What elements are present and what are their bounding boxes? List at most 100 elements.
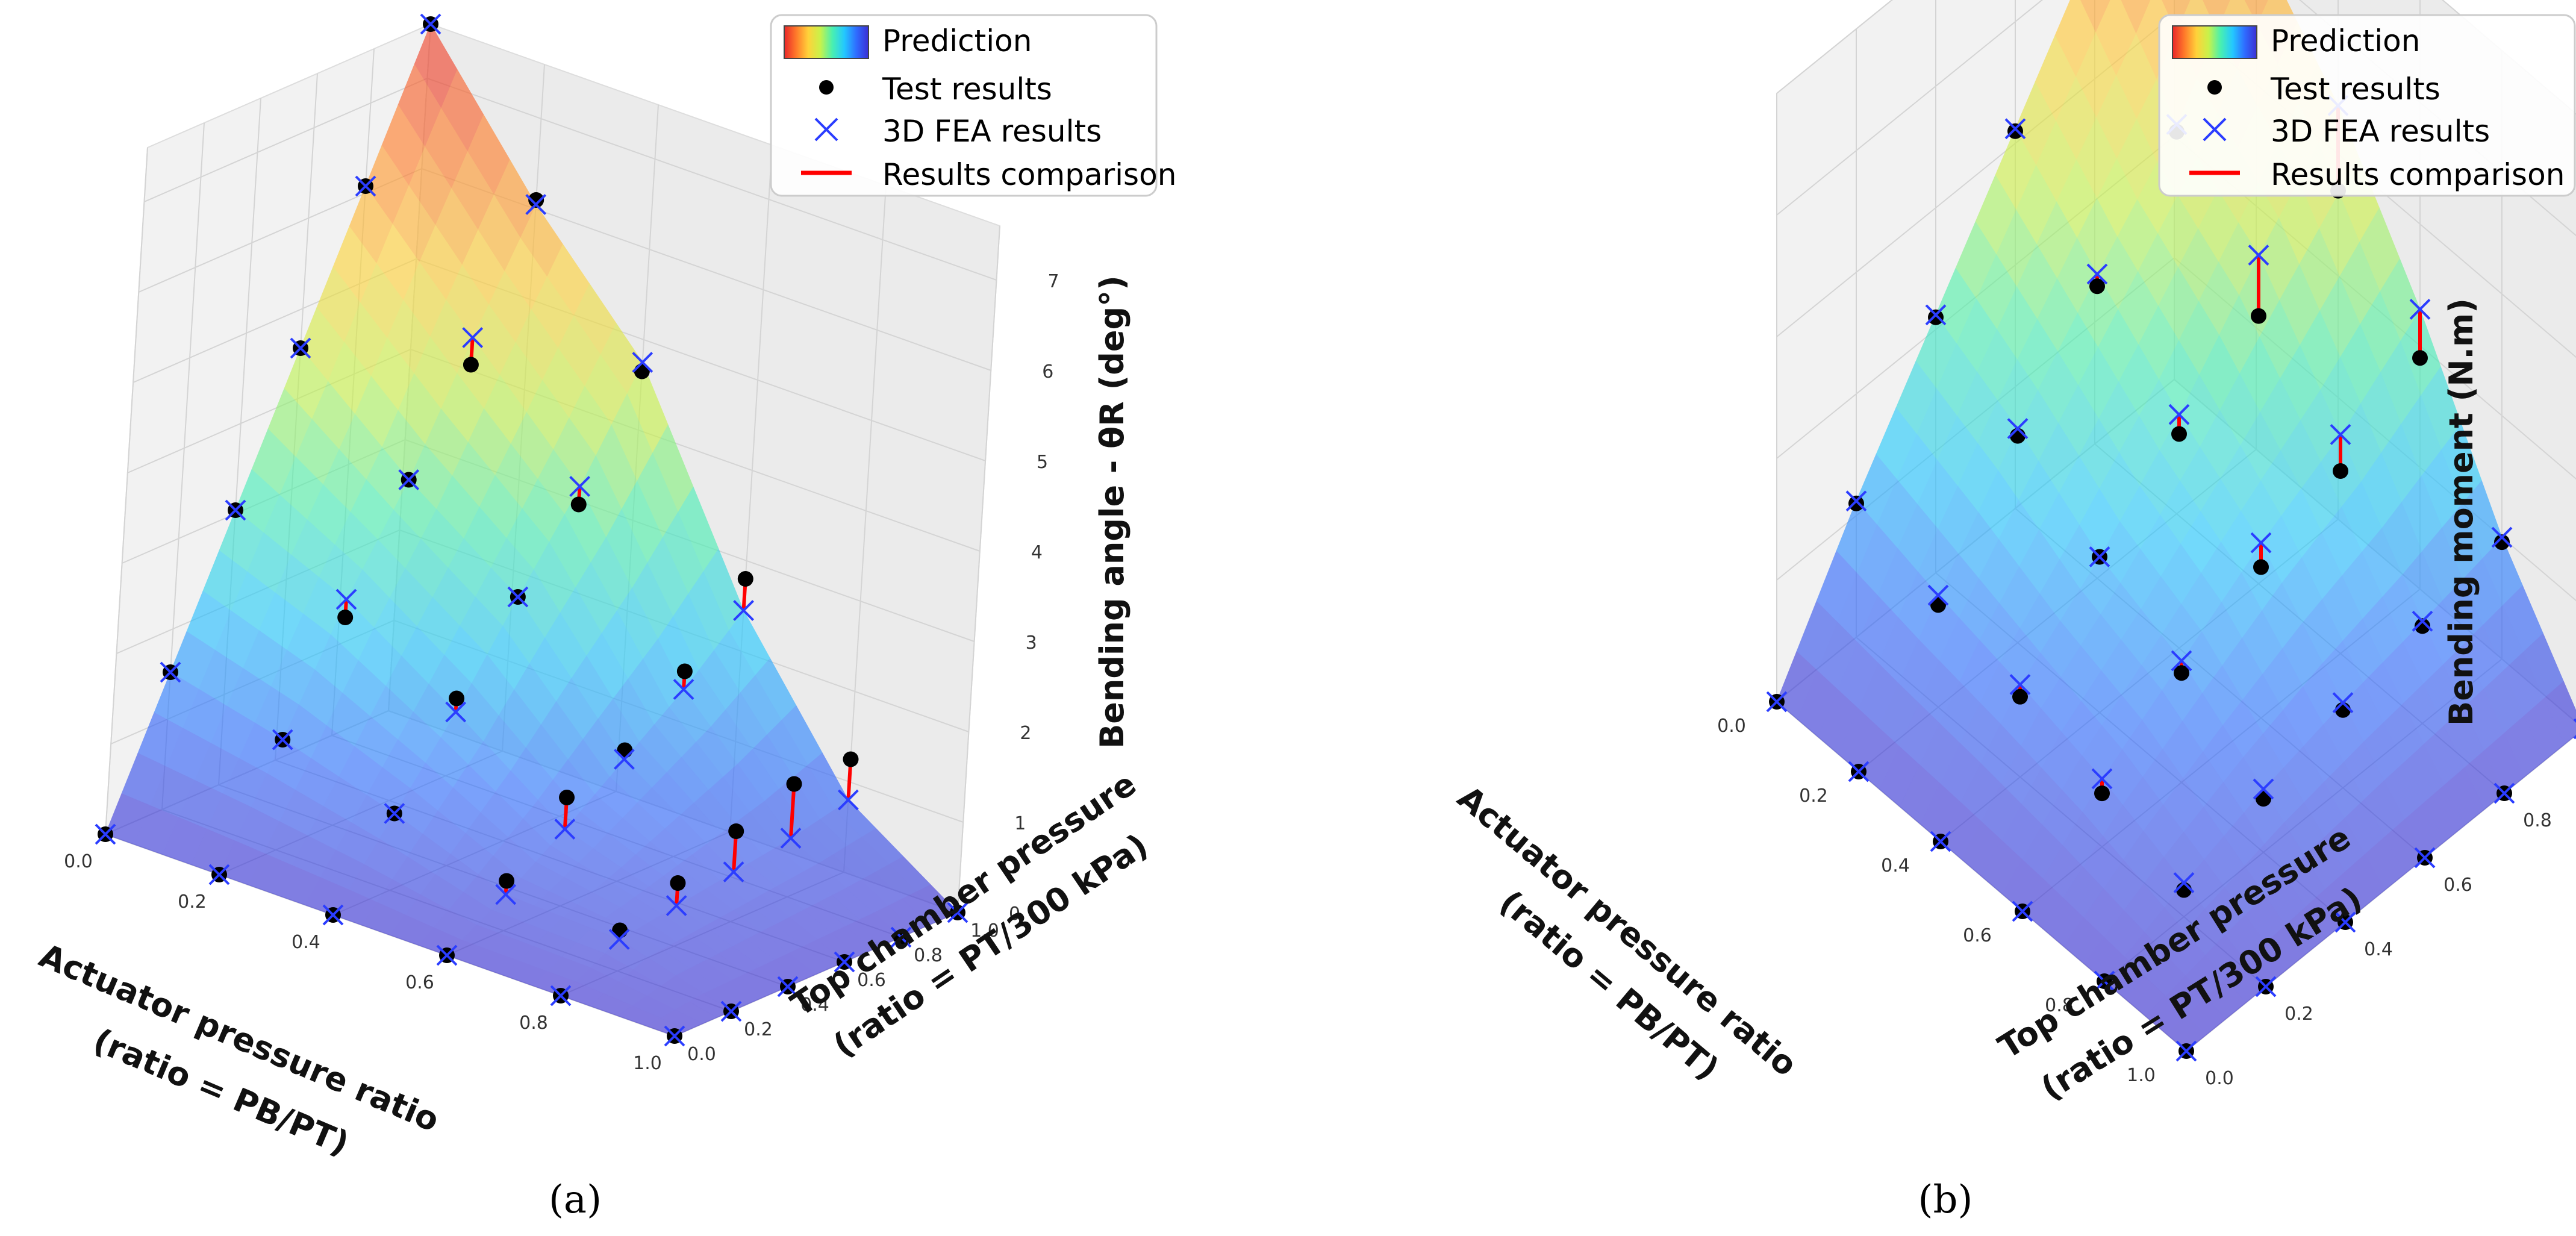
test-point <box>737 571 753 587</box>
test-point <box>2176 882 2192 898</box>
fea-point <box>777 976 799 997</box>
legend-label-comparison: Results comparison <box>2271 157 2565 192</box>
fea-point <box>495 884 517 905</box>
z-tick-label: 4 <box>1031 542 1043 563</box>
fea-point <box>507 586 529 608</box>
fea-swatch <box>814 117 838 142</box>
z-tick-label: 7 <box>1047 271 1059 292</box>
y-tick-label: 0.6 <box>857 970 886 991</box>
y-tick-label: 0.2 <box>744 1019 773 1040</box>
fea-point <box>335 588 357 610</box>
fea-point <box>462 327 484 348</box>
fea-point <box>2094 970 2115 992</box>
y-tick-label: 0.0 <box>687 1044 716 1065</box>
test-point <box>2333 463 2348 479</box>
y-tick-label: 0.2 <box>2284 1003 2313 1025</box>
fea-point <box>208 864 230 885</box>
z-tick-label: 1 <box>1014 813 1026 834</box>
fea-point <box>1925 304 1947 326</box>
test-point <box>463 357 479 373</box>
x-tick-label: 0.0 <box>64 851 93 872</box>
legend-label-fea: 3D FEA results <box>2271 114 2490 149</box>
x-tick-label: 0.2 <box>1799 785 1828 807</box>
x-tick-label: 0.6 <box>1963 925 1992 946</box>
y-tick-label: 0.4 <box>800 994 829 1016</box>
test-point <box>1848 495 1864 511</box>
fea-point <box>2412 610 2433 632</box>
fea-point <box>664 1025 685 1047</box>
fea-point <box>947 902 968 923</box>
legend: Prediction Test results 3D FEA results Resu… <box>770 14 1176 197</box>
test-point <box>2171 426 2187 442</box>
fea-point <box>322 904 344 926</box>
legend-label-test: Test results <box>2270 72 2440 107</box>
fea-point <box>632 352 653 373</box>
test-point <box>1930 597 1946 613</box>
fea-point <box>2414 847 2436 869</box>
chart-a: 0.0 0.2 0.4 0.6 0.8 1.0 0.0 0.2 0.4 0.6 0.8 1.0 0 1 2 3… <box>34 13 1176 1163</box>
fea-point <box>2171 650 2192 672</box>
fea-point <box>2255 976 2277 997</box>
fea-point <box>2334 911 2356 933</box>
x-tick-label: 0.0 <box>1717 716 1746 737</box>
test-point <box>2494 534 2510 551</box>
test-swatch <box>819 80 834 95</box>
tick-labels: 0.0 0.2 0.4 0.6 0.8 1.0 0.0 0.2 0.4 0.6 0.8 1.0 0 1 2 3… <box>64 271 1059 1074</box>
fea-point <box>2330 423 2351 445</box>
fea-point <box>1848 761 1870 782</box>
tick-labels: 0.00.20.40.60.81.00.00.20.40.60.81.00.00… <box>1717 716 2552 1089</box>
fea-point <box>2253 778 2274 800</box>
test-point <box>337 610 354 625</box>
fea-point <box>1930 831 1951 852</box>
x-axis-title: Actuator pressure ratio <box>1450 778 1804 1084</box>
fea-point <box>614 749 635 770</box>
fea-point <box>420 13 441 35</box>
fea-point <box>733 600 754 621</box>
fea-point <box>436 944 458 966</box>
y-tick-label: 0.8 <box>2523 810 2552 831</box>
fea-point <box>2007 418 2029 439</box>
fea-point <box>95 823 116 845</box>
legend-label-prediction: Prediction <box>2271 23 2420 58</box>
fea-point <box>272 729 293 751</box>
fea-point <box>673 679 694 700</box>
panel-b: 0.00.20.40.60.81.00.00.20.40.60.81.00.00… <box>1289 0 2576 1236</box>
fea-point <box>723 861 744 882</box>
x-tick-label: 0.6 <box>405 972 434 993</box>
fea-point <box>2409 298 2431 320</box>
caption-b: (b) <box>1918 1178 1973 1222</box>
x-tick-label: 1.0 <box>2127 1065 2156 1086</box>
test-point <box>559 790 575 805</box>
fea-point <box>1845 490 1867 512</box>
fea-point <box>780 828 802 849</box>
y-tick-label: 0.4 <box>2364 939 2393 960</box>
fea-point <box>666 895 687 916</box>
legend-label-test: Test results <box>882 72 1052 107</box>
fea-point <box>2332 692 2354 714</box>
test-point <box>2412 350 2428 366</box>
fea-point <box>398 469 420 490</box>
fea-point <box>550 985 572 1007</box>
prediction-surface <box>105 23 958 1037</box>
fea-point <box>554 819 576 840</box>
x-tick-label: 0.4 <box>1881 855 1910 876</box>
test-point <box>2089 278 2105 295</box>
test-point <box>670 875 686 891</box>
fea-point <box>2250 532 2272 554</box>
fea-point <box>2248 245 2269 266</box>
fea-point <box>608 929 630 950</box>
test-point <box>843 751 859 767</box>
grid-line-z <box>1776 0 2576 115</box>
z-tick-label: 6 <box>1042 361 1053 382</box>
test-point <box>2251 308 2266 324</box>
x-tick-label: 0.4 <box>292 932 320 953</box>
fea-point <box>837 789 859 811</box>
test-point <box>2415 618 2430 634</box>
fea-point <box>445 701 467 723</box>
test-point <box>2256 791 2271 807</box>
comparison-line <box>788 784 796 838</box>
fea-point <box>569 476 591 497</box>
y-tick-label: 0.0 <box>2205 1068 2234 1089</box>
test-swatch <box>2207 80 2222 95</box>
caption-a: (a) <box>548 1178 602 1222</box>
